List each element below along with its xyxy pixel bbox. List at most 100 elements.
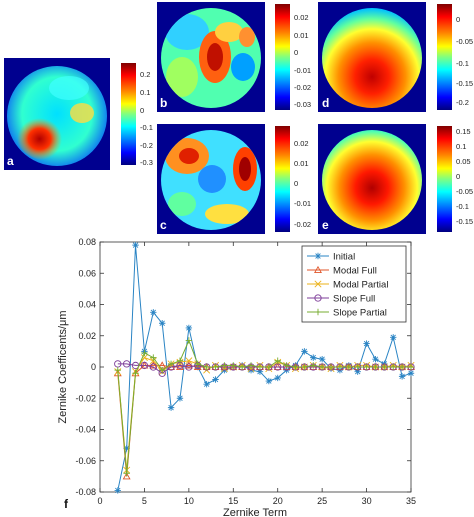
colorbar-a-tick: -0.3 xyxy=(140,158,153,167)
data-point xyxy=(247,362,255,369)
data-point xyxy=(318,363,326,371)
data-point xyxy=(150,354,157,361)
colorbar-e-tick: 0.15 xyxy=(456,127,471,136)
colorbar-c-tick: -0.02 xyxy=(294,220,312,229)
x-axis-label: Zernike Term xyxy=(223,507,287,517)
panel-d-label: d xyxy=(322,96,330,110)
y-tick-label: -0.02 xyxy=(75,393,96,403)
data-point xyxy=(310,354,317,361)
data-point xyxy=(140,354,148,362)
data-point xyxy=(407,363,415,371)
legend-item: Modal Partial xyxy=(307,280,388,291)
data-point xyxy=(132,370,139,377)
data-point xyxy=(301,363,308,371)
colorbar-b-tick: 0.01 xyxy=(294,31,309,40)
series-slope-partial xyxy=(114,337,415,477)
y-axis-label: Zernike Coefficents/μm xyxy=(57,310,69,423)
legend-label: Slope Full xyxy=(333,294,375,305)
data-point xyxy=(398,373,406,380)
wavefront-map-d: d xyxy=(318,2,426,112)
data-point xyxy=(167,360,175,368)
wavefront-map-e: e xyxy=(318,124,426,234)
legend-label: Slope Partial xyxy=(333,308,387,319)
wavefront-map-b: b xyxy=(157,2,265,112)
colorbar-e-tick: -0.05 xyxy=(456,187,474,196)
series-group xyxy=(113,241,415,494)
data-point xyxy=(301,348,308,355)
colorbar-a-tick: 0.2 xyxy=(140,70,151,79)
legend-item: Modal Full xyxy=(307,266,377,277)
data-point xyxy=(185,357,193,365)
data-point xyxy=(265,377,273,385)
zernike-line-chart: 0.08 0.06 0.04 0.02 0 -0.02 -0.04 -0.06 -0.08 0 5… xyxy=(57,237,416,517)
data-point xyxy=(310,362,317,369)
colorbar-c-tick: 0.01 xyxy=(294,159,309,168)
data-point xyxy=(372,363,379,371)
colorbar-b xyxy=(275,4,290,110)
y-tick-label: -0.04 xyxy=(75,425,96,435)
colorbar-b-tick: 0 xyxy=(294,48,299,57)
data-point xyxy=(150,309,157,316)
data-point xyxy=(114,487,121,494)
data-point xyxy=(132,241,139,249)
data-point xyxy=(354,363,361,371)
data-point xyxy=(238,363,246,371)
x-tick-label: 0 xyxy=(97,496,102,506)
data-point xyxy=(292,363,299,371)
colorbar-e-tick: 0.05 xyxy=(456,157,471,166)
data-point xyxy=(327,363,335,371)
colorbar-d-tick: 0 xyxy=(456,15,461,24)
colorbar-b-tick: -0.02 xyxy=(294,83,312,92)
legend-label: Modal Full xyxy=(333,266,377,277)
colorbar-b-tick: -0.03 xyxy=(294,100,312,109)
data-point xyxy=(390,334,397,341)
colorbar-e-tick: 0.1 xyxy=(456,142,467,151)
colorbar-b-tick: -0.01 xyxy=(294,66,312,75)
colorbar-d-tick: -0.1 xyxy=(456,59,469,68)
legend: Initial Modal Full Modal Partial Slope Full… xyxy=(301,245,407,323)
data-point xyxy=(159,366,166,374)
legend-marker xyxy=(314,294,322,302)
x-tick-label: 10 xyxy=(184,496,194,506)
colorbar-e-tick: -0.15 xyxy=(456,217,474,226)
data-point xyxy=(390,363,397,371)
data-point xyxy=(159,320,166,327)
data-point xyxy=(363,363,370,371)
panel-b-label: b xyxy=(160,96,168,110)
data-point xyxy=(176,357,184,364)
y-tick-label: 0.02 xyxy=(78,331,96,341)
colorbar-d-tick: -0.05 xyxy=(456,37,474,46)
data-point xyxy=(122,472,131,480)
legend-label: Modal Partial xyxy=(333,280,388,291)
panel-e-label: e xyxy=(322,218,329,232)
colorbar-a-tick: 0.1 xyxy=(140,88,151,97)
wavefront-map-a-image xyxy=(7,66,107,166)
data-point xyxy=(407,370,415,377)
y-tick-label: -0.06 xyxy=(75,456,96,466)
data-point xyxy=(398,363,406,371)
data-point xyxy=(265,363,273,371)
y-tick-label: -0.08 xyxy=(75,487,96,497)
data-point xyxy=(114,366,121,374)
legend-marker xyxy=(314,308,322,316)
data-point xyxy=(274,357,281,364)
data-point xyxy=(203,380,210,388)
y-tick-label: 0.06 xyxy=(78,268,96,278)
data-point xyxy=(256,368,264,375)
data-point xyxy=(194,360,201,368)
colorbar-d-tick: -0.2 xyxy=(456,98,469,107)
data-point xyxy=(203,363,210,371)
x-tick-label: 25 xyxy=(317,496,327,506)
colorbar-d xyxy=(437,4,452,110)
data-point xyxy=(167,404,175,411)
x-tick-label: 35 xyxy=(406,496,416,506)
data-point xyxy=(354,368,361,375)
data-point xyxy=(184,361,193,369)
data-point xyxy=(212,363,219,371)
wavefront-map-e-image xyxy=(322,130,422,230)
legend-marker xyxy=(314,252,322,260)
wavefront-map-b-image xyxy=(161,8,261,108)
legend-marker xyxy=(314,265,322,274)
data-point xyxy=(123,470,130,477)
legend-label: Initial xyxy=(333,252,355,263)
